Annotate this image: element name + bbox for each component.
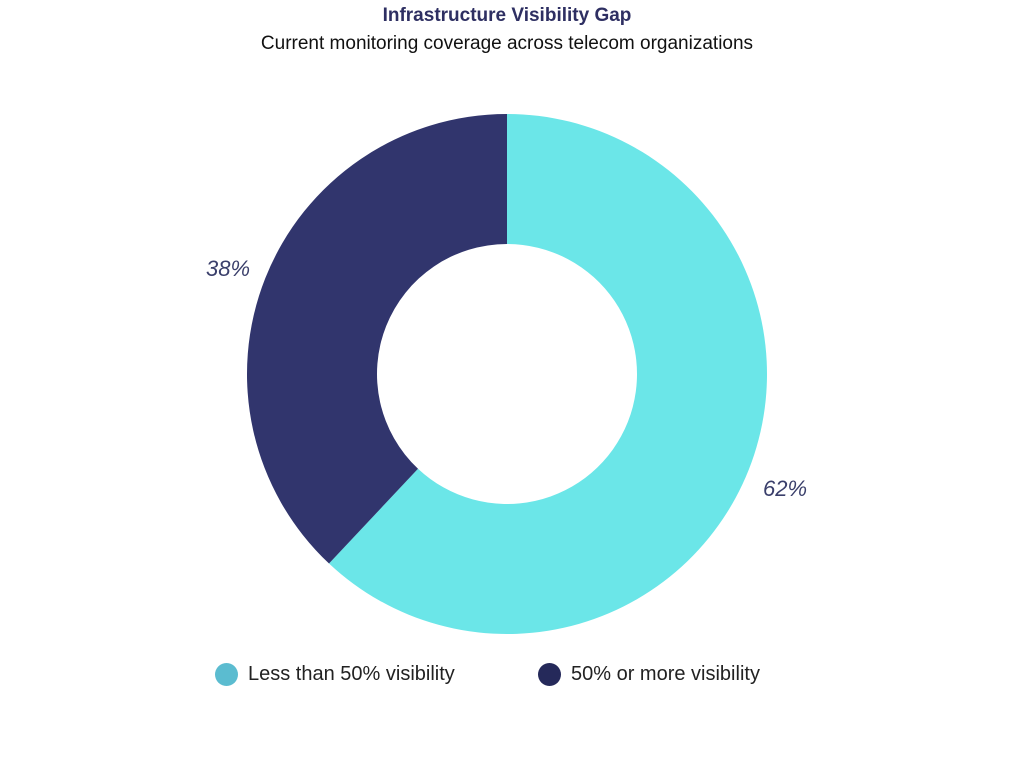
donut-slice-less-than-50[interactable] <box>329 114 768 634</box>
slice-label-50-or-more: 38% <box>206 256 250 281</box>
legend-label-50-or-more: 50% or more visibility <box>571 662 760 685</box>
legend: Less than 50% visibility 50% or more vis… <box>0 660 1014 690</box>
slice-label-less-than-50: 62% <box>763 476 807 501</box>
legend-item-less-than-50[interactable]: Less than 50% visibility <box>215 660 455 688</box>
legend-swatch-less-than-50 <box>215 662 238 686</box>
legend-label-less-than-50: Less than 50% visibility <box>248 662 455 685</box>
legend-item-50-or-more[interactable]: 50% or more visibility <box>538 660 760 688</box>
donut-slice-50-or-more[interactable] <box>247 114 507 564</box>
chart-subtitle: Current monitoring coverage across telec… <box>260 33 754 54</box>
chart-title: Infrastructure Visibility Gap <box>382 5 632 26</box>
legend-swatch-50-or-more <box>538 662 561 686</box>
